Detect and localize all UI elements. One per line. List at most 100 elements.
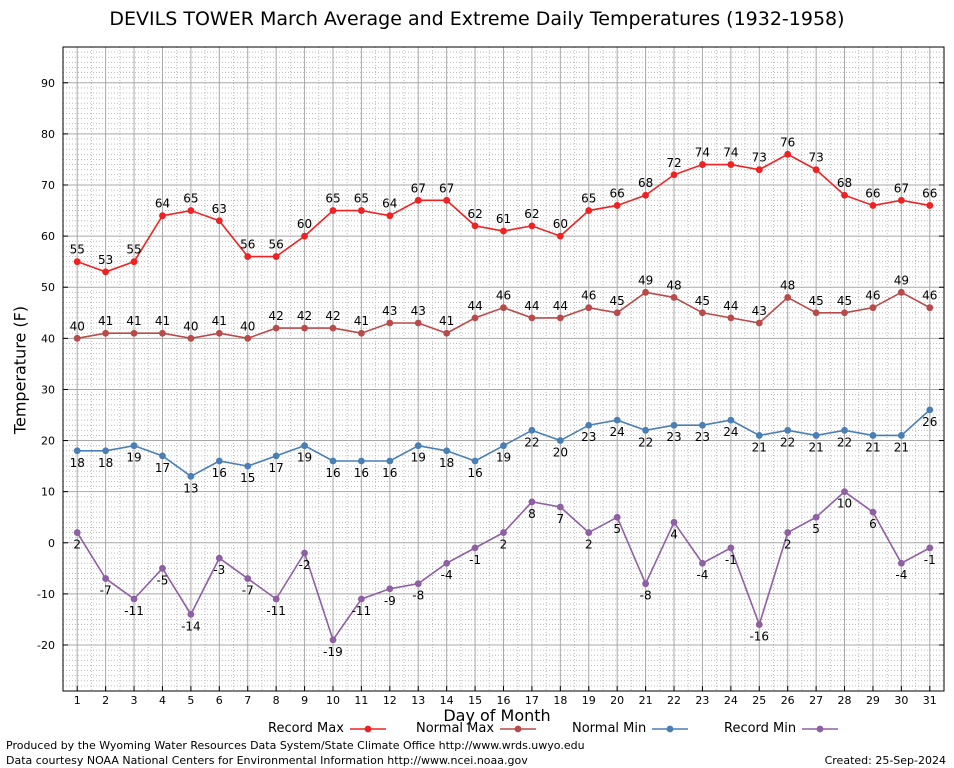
x-tick-label: 30 <box>894 694 908 707</box>
x-tick-label: 12 <box>383 694 397 707</box>
normal-max-point <box>926 304 934 312</box>
record-max-point <box>784 150 792 158</box>
y-tick-label: 30 <box>41 383 55 396</box>
normal-max-data-label: 40 <box>183 319 198 333</box>
record-min-point <box>812 513 820 521</box>
record-max-point <box>755 166 763 174</box>
chart-title: DEVILS TOWER March Average and Extreme D… <box>109 8 845 30</box>
normal-min-data-label: 23 <box>581 430 596 444</box>
normal-min-point <box>727 416 735 424</box>
record-min-data-label: 2 <box>784 538 792 552</box>
record-min-data-label: -11 <box>124 604 144 618</box>
record-min-point <box>215 554 223 562</box>
normal-max-point <box>358 329 365 337</box>
record-max-point <box>699 161 706 168</box>
normal-max-point <box>528 314 536 322</box>
x-tick-label: 17 <box>525 694 539 707</box>
y-tick-label: 50 <box>41 281 55 294</box>
record-min-point <box>755 621 763 628</box>
record-min-point <box>784 529 792 536</box>
record-max-point <box>500 227 507 235</box>
record-max-data-label: 55 <box>126 243 141 257</box>
x-tick-label: 26 <box>781 694 795 707</box>
normal-min-data-label: 21 <box>752 440 767 454</box>
normal-max-point <box>613 309 621 317</box>
record-min-point <box>443 559 451 567</box>
normal-min-point <box>386 457 394 465</box>
record-min-point <box>670 518 678 526</box>
record-min-data-label: -8 <box>640 589 652 603</box>
record-max-data-label: 66 <box>922 186 937 200</box>
record-min-point <box>358 595 365 603</box>
record-max-data-label: 68 <box>837 176 852 190</box>
y-tick-label: 80 <box>41 128 55 141</box>
x-tick-label: 3 <box>131 694 138 707</box>
record-min-point <box>329 636 337 644</box>
y-tick-label: 70 <box>41 179 55 192</box>
footer-producer: Produced by the Wyoming Water Resources … <box>6 739 585 752</box>
record-min-point <box>130 595 138 603</box>
x-tick-label: 8 <box>273 694 280 707</box>
normal-max-data-label: 43 <box>752 304 767 318</box>
record-min-point <box>272 595 280 603</box>
normal-min-data-label: 18 <box>70 456 85 470</box>
normal-max-point <box>102 329 110 337</box>
normal-max-data-label: 41 <box>98 314 113 328</box>
x-tick-label: 18 <box>553 694 567 707</box>
footer-data-source: Data courtesy NOAA National Centers for … <box>6 754 528 767</box>
normal-min-data-label: 23 <box>695 430 710 444</box>
normal-min-point <box>670 421 678 429</box>
normal-min-point <box>329 457 337 465</box>
record-min-point <box>187 610 195 618</box>
record-max-data-label: 65 <box>325 192 340 206</box>
x-tick-label: 29 <box>866 694 880 707</box>
normal-min-point <box>187 472 195 480</box>
normal-max-data-label: 40 <box>240 319 255 333</box>
record-max-data-label: 67 <box>439 181 454 195</box>
x-tick-label: 27 <box>809 694 823 707</box>
normal-min-data-label: 21 <box>808 440 823 454</box>
record-min-data-label: 2 <box>585 538 593 552</box>
normal-max-data-label: 41 <box>126 314 141 328</box>
normal-max-point <box>272 324 280 332</box>
legend-swatch <box>652 725 689 732</box>
normal-min-data-label: 16 <box>467 466 482 480</box>
x-tick-label: 25 <box>752 694 766 707</box>
x-tick-label: 1 <box>74 694 81 707</box>
record-min-point <box>159 564 166 572</box>
record-min-point <box>528 498 536 506</box>
normal-max-point <box>329 324 337 332</box>
normal-min-point <box>613 416 621 424</box>
record-max-point <box>301 232 308 240</box>
record-min-data-label: -7 <box>100 584 112 598</box>
normal-max-data-label: 44 <box>553 299 568 313</box>
normal-max-data-label: 43 <box>411 304 426 318</box>
normal-min-data-label: 16 <box>212 466 227 480</box>
x-tick-label: 14 <box>440 694 454 707</box>
normal-max-data-label: 44 <box>723 299 738 313</box>
x-tick-label: 2 <box>102 694 109 707</box>
y-tick-label: 20 <box>41 435 55 448</box>
normal-min-data-label: 16 <box>354 466 369 480</box>
record-max-data-label: 74 <box>723 146 738 160</box>
normal-max-data-label: 41 <box>212 314 227 328</box>
record-max-point <box>130 258 138 266</box>
normal-max-data-label: 40 <box>70 319 85 333</box>
record-min-data-label: -19 <box>323 645 343 659</box>
x-tick-label: 20 <box>610 694 624 707</box>
record-max-data-label: 68 <box>638 176 653 190</box>
record-min-data-label: 7 <box>557 512 565 526</box>
record-max-data-label: 53 <box>98 253 113 267</box>
normal-max-point <box>869 304 877 312</box>
y-tick-label: 0 <box>48 537 55 550</box>
normal-min-data-label: 19 <box>496 451 511 465</box>
normal-max-point <box>187 334 195 342</box>
x-tick-label: 23 <box>695 694 709 707</box>
record-max-point <box>215 217 223 225</box>
normal-max-data-label: 49 <box>638 273 653 287</box>
normal-max-point <box>500 304 507 312</box>
record-min-data-label: -14 <box>181 619 201 633</box>
normal-max-data-label: 43 <box>382 304 397 318</box>
normal-max-data-label: 46 <box>581 289 596 303</box>
x-tick-label: 21 <box>639 694 653 707</box>
